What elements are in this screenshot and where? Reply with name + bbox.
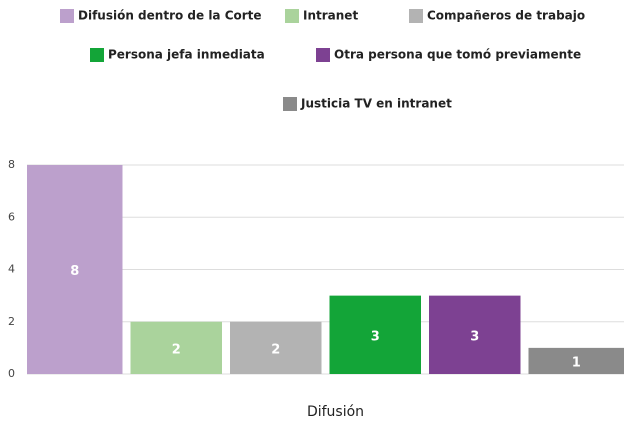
legend-swatch — [316, 48, 330, 62]
y-tick-label: 4 — [8, 263, 15, 276]
value-label: 1 — [572, 355, 581, 370]
value-label: 2 — [172, 342, 181, 357]
y-tick-label: 6 — [8, 210, 15, 223]
legend-swatch — [60, 9, 74, 23]
legend-label: Difusión dentro de la Corte — [78, 9, 262, 23]
y-tick-label: 2 — [8, 315, 15, 328]
legend-label: Compañeros de trabajo — [427, 9, 585, 23]
x-axis-label: Difusión — [307, 404, 364, 420]
value-label: 8 — [70, 264, 79, 279]
legend-label: Persona jefa inmediata — [108, 48, 265, 62]
legend-label: Intranet — [303, 9, 358, 23]
y-tick-label: 0 — [8, 367, 15, 380]
legend-swatch — [283, 97, 297, 111]
legend-swatch — [409, 9, 423, 23]
value-label: 3 — [470, 329, 479, 344]
value-label: 3 — [371, 329, 380, 344]
value-label: 2 — [271, 342, 280, 357]
y-tick-label: 8 — [8, 158, 15, 171]
legend-label: Justicia TV en intranet — [300, 97, 452, 111]
legend-label: Otra persona que tomó previamente — [334, 48, 581, 62]
legend-swatch — [90, 48, 104, 62]
legend-swatch — [285, 9, 299, 23]
